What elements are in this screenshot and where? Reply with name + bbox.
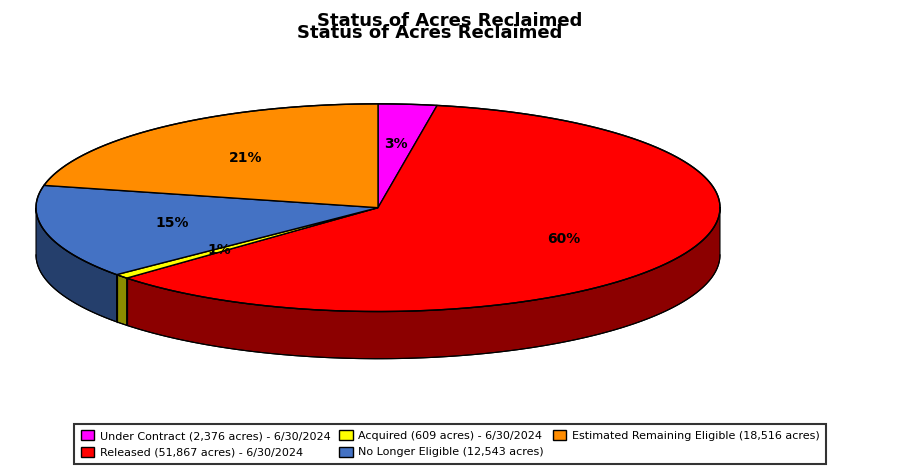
Text: 1%: 1% (207, 243, 231, 257)
Polygon shape (44, 104, 378, 208)
Text: 15%: 15% (156, 216, 189, 230)
Legend: Under Contract (2,376 acres) - 6/30/2024, Released (51,867 acres) - 6/30/2024, A: Under Contract (2,376 acres) - 6/30/2024… (74, 424, 826, 464)
Text: 3%: 3% (384, 136, 409, 151)
Polygon shape (378, 104, 437, 208)
Polygon shape (117, 275, 127, 325)
Polygon shape (117, 208, 378, 278)
Text: 21%: 21% (229, 151, 262, 165)
Text: Status of Acres Reclaimed: Status of Acres Reclaimed (297, 24, 562, 42)
Text: Status of Acres Reclaimed: Status of Acres Reclaimed (318, 12, 582, 30)
Polygon shape (36, 208, 117, 322)
Text: 60%: 60% (547, 232, 580, 245)
Polygon shape (127, 105, 720, 312)
Polygon shape (127, 209, 720, 359)
Polygon shape (36, 185, 378, 275)
